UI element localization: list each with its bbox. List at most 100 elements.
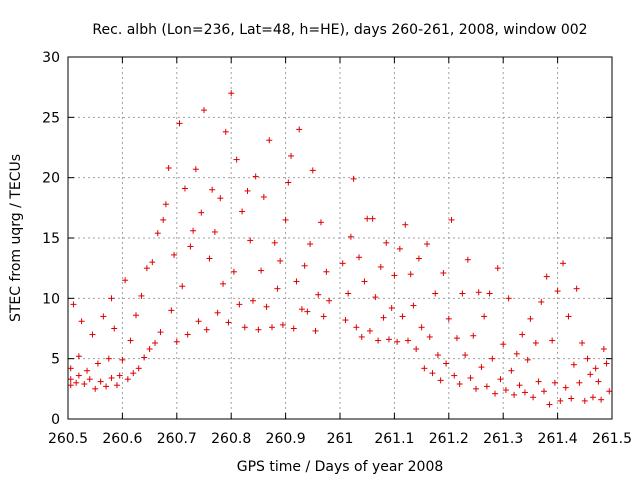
data-point [481, 313, 488, 320]
data-point [271, 239, 278, 246]
data-point [448, 216, 455, 223]
data-point [282, 216, 289, 223]
y-tick-label: 15 [42, 231, 60, 247]
data-point [190, 227, 197, 234]
data-point [505, 295, 512, 302]
data-point [568, 395, 575, 402]
data-point [372, 294, 379, 301]
data-point [201, 107, 207, 114]
data-point [309, 167, 316, 174]
data-point [396, 245, 403, 252]
y-tick-label: 20 [42, 171, 60, 187]
data-point [255, 326, 262, 333]
data-point [399, 313, 406, 320]
y-tick-label: 30 [42, 50, 60, 66]
data-point [165, 165, 172, 172]
data-point [266, 137, 273, 144]
data-point [413, 346, 420, 353]
data-point [410, 302, 417, 309]
data-point [296, 126, 303, 133]
data-point [375, 337, 382, 344]
data-point [293, 278, 300, 285]
data-point [369, 215, 376, 222]
data-point [160, 216, 167, 223]
data-point [171, 251, 178, 258]
data-point [206, 255, 213, 262]
data-point [92, 385, 99, 392]
data-point [557, 397, 564, 404]
data-point [470, 332, 477, 339]
data-points [67, 90, 613, 408]
data-point [222, 128, 229, 135]
data-point [521, 389, 528, 396]
data-point [511, 391, 518, 398]
data-point [260, 193, 267, 200]
data-point [418, 324, 425, 331]
y-tick-label: 5 [51, 352, 60, 368]
data-point [570, 361, 577, 368]
data-point [500, 341, 507, 348]
data-point [385, 336, 392, 343]
data-point [247, 237, 254, 244]
data-point [157, 329, 164, 336]
data-point [489, 355, 496, 362]
data-point [143, 265, 150, 272]
data-point [277, 257, 284, 264]
data-point [168, 307, 175, 314]
x-tick-label: 261.1 [374, 431, 414, 447]
data-point [356, 254, 363, 261]
data-point [301, 262, 308, 269]
data-point [342, 317, 349, 324]
data-point [326, 297, 333, 304]
data-point [432, 290, 439, 297]
data-point [146, 346, 153, 353]
data-point [464, 256, 471, 263]
data-point [600, 346, 607, 353]
data-point [541, 388, 547, 395]
data-point [358, 333, 365, 340]
data-point [119, 356, 126, 363]
data-point [339, 260, 346, 267]
data-point [67, 365, 74, 372]
data-point [252, 173, 259, 180]
data-point [451, 372, 458, 379]
data-point [113, 382, 120, 389]
data-point [388, 304, 395, 311]
data-point [516, 382, 523, 389]
data-point [494, 265, 501, 272]
data-point [100, 313, 107, 320]
data-point [524, 356, 531, 363]
data-point [225, 319, 232, 326]
data-point [135, 365, 142, 372]
data-point [217, 195, 224, 202]
data-point [94, 360, 101, 367]
data-point [228, 90, 235, 97]
data-point [138, 292, 145, 299]
x-tick-label: 260.5 [48, 431, 88, 447]
data-point [445, 315, 452, 322]
data-point [192, 166, 199, 173]
data-point [407, 271, 414, 278]
y-tick-label: 0 [51, 412, 60, 428]
data-point [149, 259, 156, 266]
data-point [241, 324, 248, 331]
data-point [133, 312, 139, 319]
data-point [67, 382, 74, 389]
data-point [530, 394, 537, 401]
x-tick-label: 261.2 [429, 431, 469, 447]
data-point [402, 221, 409, 228]
data-point [508, 367, 515, 374]
data-point [543, 273, 550, 280]
data-point [122, 277, 129, 284]
data-point [67, 376, 74, 383]
data-point [421, 365, 428, 372]
data-point [298, 306, 305, 313]
data-point [502, 387, 509, 394]
x-tick-label: 260.9 [266, 431, 306, 447]
data-point [97, 378, 104, 385]
grid-lines [68, 57, 612, 419]
data-point [429, 370, 436, 377]
data-point [108, 295, 115, 302]
data-point [116, 372, 123, 379]
